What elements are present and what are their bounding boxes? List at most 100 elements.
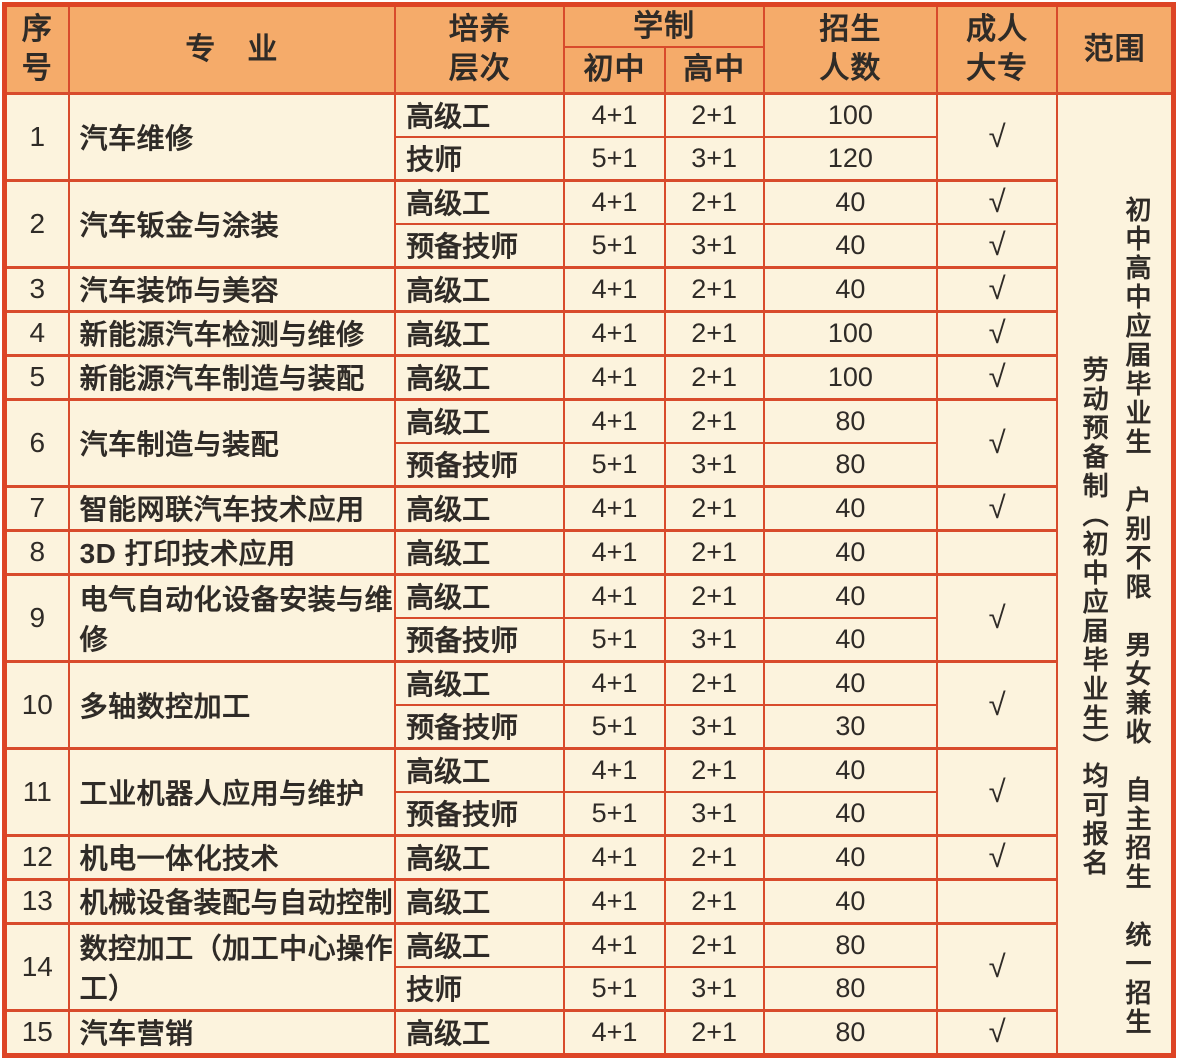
serial-cell: 6 [3, 397, 70, 487]
junior-schooling-cell: 4+1 [563, 353, 666, 400]
junior-schooling-cell: 4+1 [563, 833, 666, 880]
enrollment-count-cell: 40 [762, 222, 939, 268]
header-scope: 范围 [1056, 3, 1175, 94]
major-cell: 汽车钣金与涂装 [67, 178, 397, 268]
major-cell: 数控加工（加工中心操作工） [67, 921, 397, 1011]
training-level-cell: 高级工 [394, 921, 566, 968]
senior-schooling-cell: 2+1 [663, 265, 765, 312]
adult-college-cell-check: √ [936, 746, 1059, 836]
serial-cell: 2 [3, 178, 70, 268]
junior-schooling-cell: 4+1 [563, 1008, 666, 1056]
junior-schooling-cell: 4+1 [563, 921, 666, 968]
table-row: 11 工业机器人应用与维护 高级工 4+1 2+1 40 √ [3, 746, 1174, 836]
senior-schooling-cell: 2+1 [663, 746, 765, 793]
enrollment-count-cell: 40 [762, 616, 939, 662]
table-row: 预备技师 5+1 3+1 40 [5, 790, 1174, 836]
enrollment-count-cell: 100 [762, 91, 939, 138]
serial-cell: 5 [3, 353, 70, 400]
serial-cell: 13 [3, 877, 70, 924]
training-level-cell: 预备技师 [394, 703, 566, 749]
training-level-cell: 预备技师 [394, 222, 566, 268]
enrollment-count-cell: 80 [762, 965, 939, 1011]
adult-college-cell-check: √ [936, 222, 1059, 268]
junior-schooling-cell: 4+1 [563, 528, 666, 575]
enrollment-count-cell: 40 [762, 178, 939, 225]
training-level-cell: 高级工 [394, 528, 566, 575]
header-enrollment: 招生 人数 [762, 3, 939, 94]
major-cell: 新能源汽车制造与装配 [67, 353, 397, 400]
training-level-cell: 高级工 [394, 1008, 566, 1056]
scope-cell: 初中高中应届毕业生 户别不限 男女兼收 自主招生 统一招生 劳动预备制（初中应届毕… [1056, 91, 1175, 1056]
enrollment-count-cell: 40 [762, 833, 939, 880]
enrollment-count-cell: 100 [762, 309, 939, 356]
senior-schooling-cell: 3+1 [663, 703, 765, 749]
adult-college-cell-check: √ [936, 921, 1059, 1011]
adult-college-cell-check: √ [936, 397, 1059, 487]
junior-schooling-cell: 4+1 [563, 309, 666, 356]
training-level-cell: 技师 [394, 965, 566, 1011]
enrollment-count-cell: 30 [762, 703, 939, 749]
major-cell: 工业机器人应用与维护 [67, 746, 397, 836]
senior-schooling-cell: 2+1 [663, 572, 765, 619]
senior-schooling-cell: 3+1 [663, 222, 765, 268]
enrollment-count-cell: 120 [762, 135, 939, 181]
major-cell: 新能源汽车检测与维修 [67, 309, 397, 356]
major-cell: 多轴数控加工 [67, 659, 397, 749]
serial-cell: 12 [3, 833, 70, 880]
serial-cell: 1 [3, 91, 70, 181]
major-cell: 3D 打印技术应用 [67, 528, 397, 575]
scope-text-block: 初中高中应届毕业生 户别不限 男女兼收 自主招生 统一招生 劳动预备制（初中应届毕… [1078, 181, 1152, 1053]
enrollment-count-cell: 80 [762, 1008, 939, 1056]
adult-college-cell-check: √ [936, 484, 1059, 531]
table-row: 预备技师 5+1 3+1 40 √ [5, 222, 1174, 268]
adult-college-cell-check: √ [936, 659, 1059, 749]
adult-college-cell-check: √ [936, 265, 1059, 312]
table-row: 13 机械设备装配与自动控制 高级工 4+1 2+1 40 [3, 877, 1174, 924]
enrollment-count-cell: 40 [762, 484, 939, 531]
enrollment-count-cell: 40 [762, 790, 939, 836]
training-level-cell: 预备技师 [394, 616, 566, 662]
table-row: 6 汽车制造与装配 高级工 4+1 2+1 80 √ [3, 397, 1174, 487]
table-row: 15 汽车营销 高级工 4+1 2+1 80 √ [3, 1008, 1174, 1056]
major-cell: 汽车营销 [67, 1008, 397, 1056]
senior-schooling-cell: 2+1 [663, 833, 765, 880]
training-level-cell: 高级工 [394, 659, 566, 706]
major-cell: 汽车装饰与美容 [67, 265, 397, 312]
junior-schooling-cell: 4+1 [563, 397, 666, 444]
table-row: 14 数控加工（加工中心操作工） 高级工 4+1 2+1 80 √ [3, 921, 1174, 1011]
senior-schooling-cell: 2+1 [663, 484, 765, 531]
senior-schooling-cell: 3+1 [663, 965, 765, 1011]
serial-cell: 3 [3, 265, 70, 312]
table-row: 9 电气自动化设备安装与维修 高级工 4+1 2+1 40 √ [3, 572, 1174, 662]
junior-schooling-cell: 4+1 [563, 877, 666, 924]
senior-schooling-cell: 3+1 [663, 790, 765, 836]
adult-college-cell-check: √ [936, 309, 1059, 356]
junior-schooling-cell: 5+1 [563, 441, 666, 487]
scope-line-right: 初中高中应届毕业生 户别不限 男女兼收 自主招生 统一招生 [1122, 196, 1152, 1037]
senior-schooling-cell: 2+1 [663, 1008, 765, 1056]
training-level-cell: 预备技师 [394, 790, 566, 836]
training-level-cell: 高级工 [394, 265, 566, 312]
adult-college-cell [936, 528, 1059, 575]
training-level-cell: 预备技师 [394, 441, 566, 487]
table-row: 5 新能源汽车制造与装配 高级工 4+1 2+1 100 √ [3, 353, 1174, 400]
senior-schooling-cell: 2+1 [663, 528, 765, 575]
header-senior-high: 高中 [663, 46, 765, 94]
training-level-cell: 高级工 [394, 484, 566, 531]
adult-college-cell-check: √ [936, 353, 1059, 400]
junior-schooling-cell: 4+1 [563, 484, 666, 531]
enrollment-count-cell: 40 [762, 746, 939, 793]
senior-schooling-cell: 2+1 [663, 921, 765, 968]
serial-cell: 10 [3, 659, 70, 749]
senior-schooling-cell: 2+1 [663, 91, 765, 138]
training-level-cell: 高级工 [394, 833, 566, 880]
table-row: 7 智能网联汽车技术应用 高级工 4+1 2+1 40 √ [3, 484, 1174, 531]
serial-cell: 4 [3, 309, 70, 356]
enrollment-count-cell: 40 [762, 659, 939, 706]
adult-college-cell [936, 877, 1059, 924]
serial-cell: 15 [3, 1008, 70, 1056]
training-level-cell: 高级工 [394, 877, 566, 924]
header-major: 专 业 [67, 3, 397, 94]
serial-cell: 7 [3, 484, 70, 531]
junior-schooling-cell: 5+1 [563, 222, 666, 268]
